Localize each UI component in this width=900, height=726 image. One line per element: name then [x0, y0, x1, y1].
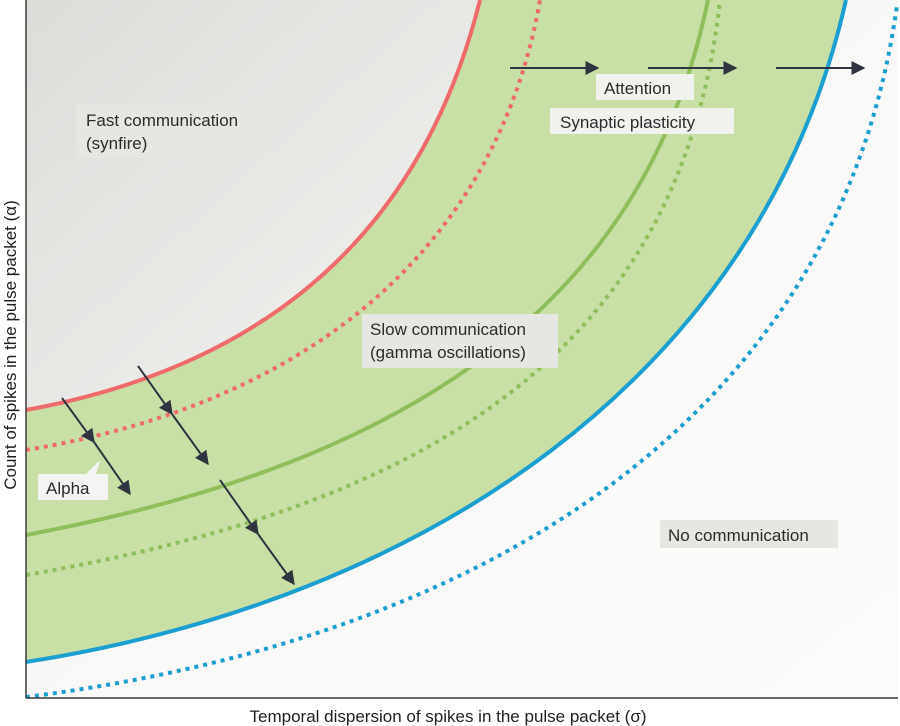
slow-communication-label: Slow communication — [370, 320, 526, 339]
fast-communication-sublabel: (synfire) — [86, 134, 147, 153]
no-communication-label: No communication — [668, 526, 809, 545]
slow-communication-sublabel: (gamma oscillations) — [370, 343, 526, 362]
x-axis-label: Temporal dispersion of spikes in the pul… — [250, 707, 647, 726]
alpha-label: Alpha — [46, 479, 90, 498]
synaptic-plasticity-label: Synaptic plasticity — [560, 113, 696, 132]
fast-communication-label: Fast communication — [86, 111, 238, 130]
y-axis-label: Count of spikes in the pulse packet (α) — [1, 200, 20, 490]
attention-label: Attention — [604, 79, 671, 98]
